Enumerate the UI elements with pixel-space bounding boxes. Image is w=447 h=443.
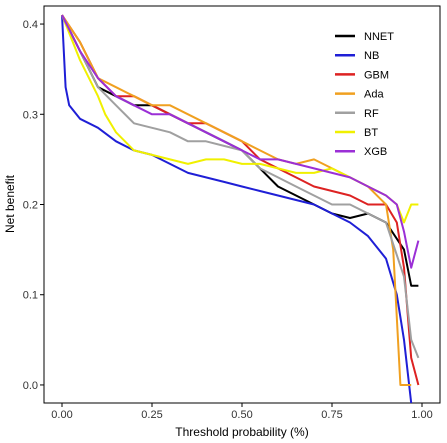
legend-label-nnet: NNET xyxy=(364,31,394,43)
y-axis-title: Net benefit xyxy=(3,174,17,233)
series-layer xyxy=(61,14,420,404)
x-tick-label: 0.00 xyxy=(51,409,72,421)
x-tick-label: 0.50 xyxy=(231,409,252,421)
legend-label-ada: Ada xyxy=(364,89,384,101)
legend-label-gbm: GBM xyxy=(364,69,389,81)
y-tick-label: 0.4 xyxy=(23,19,38,31)
x-axis-title: Threshold probability (%) xyxy=(175,425,308,439)
legend-label-bt: BT xyxy=(364,127,378,139)
legend-label-rf: RF xyxy=(364,108,379,120)
y-tick-label: 0.1 xyxy=(23,290,38,302)
legend-label-nb: NB xyxy=(364,50,379,62)
series-line-nb xyxy=(61,14,413,404)
series-line-rf xyxy=(61,14,420,359)
y-tick-label: 0.0 xyxy=(23,380,38,392)
legend-label-xgb: XGB xyxy=(364,146,387,158)
y-tick-label: 0.2 xyxy=(23,200,38,212)
series-line-ada xyxy=(61,14,412,386)
series-line-xgb xyxy=(61,14,420,269)
y-tick-label: 0.3 xyxy=(23,109,38,121)
x-tick-label: 0.25 xyxy=(141,409,162,421)
x-tick-label: 0.75 xyxy=(321,409,342,421)
x-tick-label: 1.00 xyxy=(411,409,432,421)
y-axis: 0.0 0.1 0.2 0.3 0.4 xyxy=(23,19,44,392)
legend: NNET NB GBM Ada RF BT XGB xyxy=(335,31,394,158)
x-axis: 0.00 0.25 0.50 0.75 1.00 xyxy=(51,403,433,421)
